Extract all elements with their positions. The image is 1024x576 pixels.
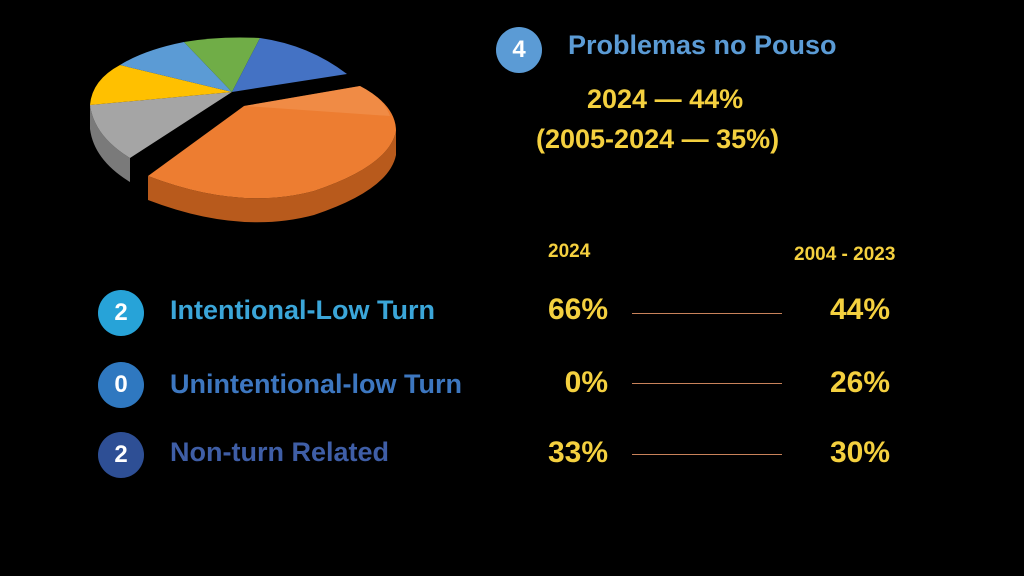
row-count: 2 <box>114 299 128 326</box>
pie-slice-orange-side <box>148 131 396 223</box>
row-connector-line <box>632 313 782 314</box>
pie-slice-lightblue <box>120 42 232 92</box>
pie-slice-grey <box>90 92 232 158</box>
pie-chart-graphic <box>90 37 396 223</box>
row-value-2024: 66% <box>547 293 608 326</box>
row-connector-line <box>632 454 782 455</box>
row-count: 0 <box>114 371 128 398</box>
row-value-2024: 33% <box>547 436 608 469</box>
section-title: Problemas no Pouso <box>568 30 837 60</box>
pie-slice-grey-side <box>90 105 130 182</box>
problem-count: 4 <box>512 36 526 63</box>
row-count-badge: 2 <box>98 290 144 336</box>
row-connector-line <box>632 383 782 384</box>
pie-slice-blue <box>232 38 347 92</box>
row-value-2004-2023: 30% <box>829 436 890 469</box>
row-value-2004-2023: 26% <box>829 366 890 399</box>
row-count-badge: 2 <box>98 432 144 478</box>
pie-chart <box>84 30 404 225</box>
row-count-badge: 0 <box>98 362 144 408</box>
row-label-intentional-low-turn: Intentional-Low Turn <box>170 295 435 325</box>
pie-slice-green <box>184 37 260 92</box>
row-value-2024: 0% <box>564 366 608 399</box>
row-label-unintentional-low-turn: Unintentional-low Turn <box>170 369 462 399</box>
problem-count-badge: 4 <box>496 27 542 73</box>
stat-range: (2005-2024 — 35%) <box>536 124 780 154</box>
stat-current-year: 2024 — 44% <box>587 84 744 114</box>
column-header-2024: 2024 <box>548 241 591 262</box>
row-count: 2 <box>114 441 128 468</box>
row-value-2004-2023: 44% <box>829 293 890 326</box>
pie-slice-yellow <box>90 65 232 105</box>
row-label-non-turn-related: Non-turn Related <box>170 437 389 467</box>
column-header-2004-2023: 2004 - 2023 <box>794 244 896 265</box>
pie-slice-orange <box>148 86 396 199</box>
